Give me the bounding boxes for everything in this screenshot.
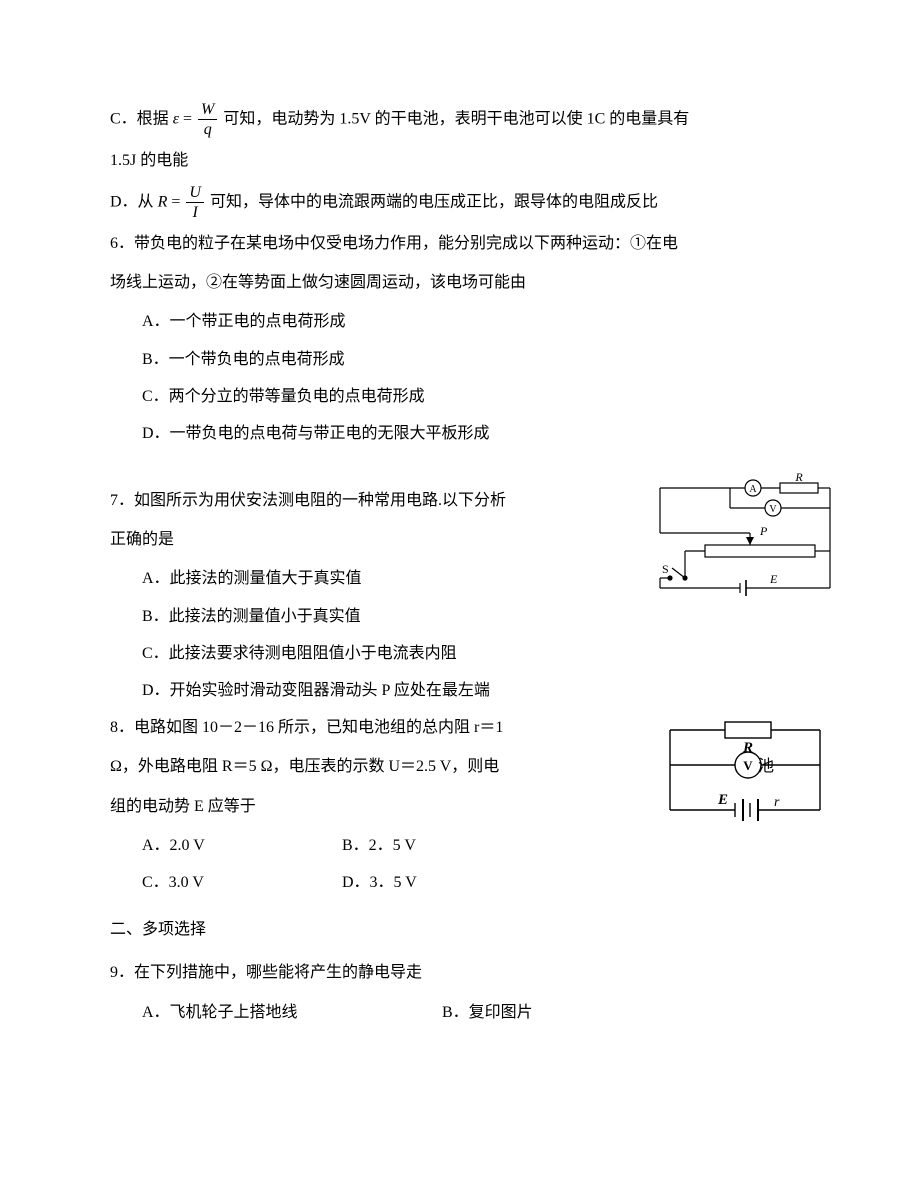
q5c-post: 可知，电动势为 1.5V 的干电池，表明干电池可以使 1C 的电量具有 [223, 110, 689, 127]
q5c-pre: C．根据 [110, 110, 169, 127]
q5d-den: I [186, 203, 204, 222]
q6-stem-line2: 场线上运动，②在等势面上做匀速圆周运动，该电场可能由 [110, 265, 810, 300]
svg-text:R: R [794, 473, 803, 484]
q5-option-c-line2: 1.5J 的电能 [110, 143, 810, 178]
q6-option-d: D．一带负电的点电荷与带正电的无限大平板形成 [110, 416, 810, 451]
q7-option-b: B．此接法的测量值小于真实值 [110, 599, 810, 634]
q8-circuit-figure: R V E r [650, 710, 840, 830]
q6-option-b: B．一个带负电的点电荷形成 [110, 342, 810, 377]
q8-option-a: A．2.0 V [142, 828, 342, 863]
q7-circuit-figure: A R V P [650, 473, 840, 603]
q7-stem-line2: 正确的是 [110, 522, 550, 557]
section-2-heading: 二、多项选择 [110, 912, 810, 947]
svg-text:E: E [717, 792, 728, 808]
svg-text:A: A [749, 484, 757, 495]
q9-row-ab: A．飞机轮子上搭地线 B．复印图片 [110, 995, 810, 1030]
q5-option-d: D．从 R = UI 可知，导体中的电流跟两端的电压成正比，跟导体的电阻成反比 [110, 183, 810, 222]
svg-text:r: r [774, 795, 780, 810]
q7-option-c: C．此接法要求待测电阻阻值小于电流表内阻 [110, 636, 810, 671]
svg-text:V: V [743, 758, 753, 773]
q8-option-d: D．3．5 V [342, 865, 417, 900]
q9-option-a: A．飞机轮子上搭地线 [142, 995, 442, 1030]
q8-row-ab: A．2.0 V B．2．5 V [110, 828, 810, 863]
q5d-lhs: R [158, 193, 168, 210]
q8-stem-line1: 8．电路如图 10－2－16 所示，已知电池组的总内阻 r＝1 [110, 710, 550, 745]
q5c-num: W [198, 100, 217, 120]
q9-option-b: B．复印图片 [442, 995, 533, 1030]
q5d-frac: UI [186, 183, 204, 222]
q5d-eq: = [167, 193, 184, 210]
svg-text:E: E [769, 572, 778, 586]
q5d-post: 可知，导体中的电流跟两端的电压成正比，跟导体的电阻成反比 [210, 193, 658, 210]
q8-option-b: B．2．5 V [342, 828, 416, 863]
q5c-frac: Wq [198, 100, 217, 139]
svg-text:S: S [662, 562, 669, 576]
q7-stem-line1: 7．如图所示为用伏安法测电阻的一种常用电路.以下分析 [110, 483, 550, 518]
q8-row-cd: C．3.0 V D．3．5 V [110, 865, 810, 900]
q5-option-c: C．根据 ε = Wq 可知，电动势为 1.5V 的干电池，表明干电池可以使 1… [110, 100, 810, 139]
q5d-num: U [186, 183, 204, 203]
q8-stem-2a: Ω，外电路电阻 R＝5 Ω，电压表的示数 U＝2.5 V，则电 [110, 749, 550, 784]
q8-option-c: C．3.0 V [142, 865, 342, 900]
svg-text:P: P [759, 524, 768, 538]
q5c-eq: = [179, 110, 196, 127]
q6-stem-line1: 6．带负电的粒子在某电场中仅受电场力作用，能分别完成以下两种运动：①在电 [110, 226, 810, 261]
q6-option-a: A．一个带正电的点电荷形成 [110, 304, 810, 339]
svg-text:V: V [769, 504, 777, 515]
q6-option-c: C．两个分立的带等量负电的点电荷形成 [110, 379, 810, 414]
q5d-pre: D．从 [110, 193, 154, 210]
q9-stem: 9．在下列措施中，哪些能将产生的静电导走 [110, 955, 810, 990]
q7-option-d: D．开始实验时滑动变阻器滑动头 P 应处在最左端 [110, 673, 810, 708]
q5c-den: q [198, 120, 217, 139]
svg-text:R: R [742, 740, 753, 756]
